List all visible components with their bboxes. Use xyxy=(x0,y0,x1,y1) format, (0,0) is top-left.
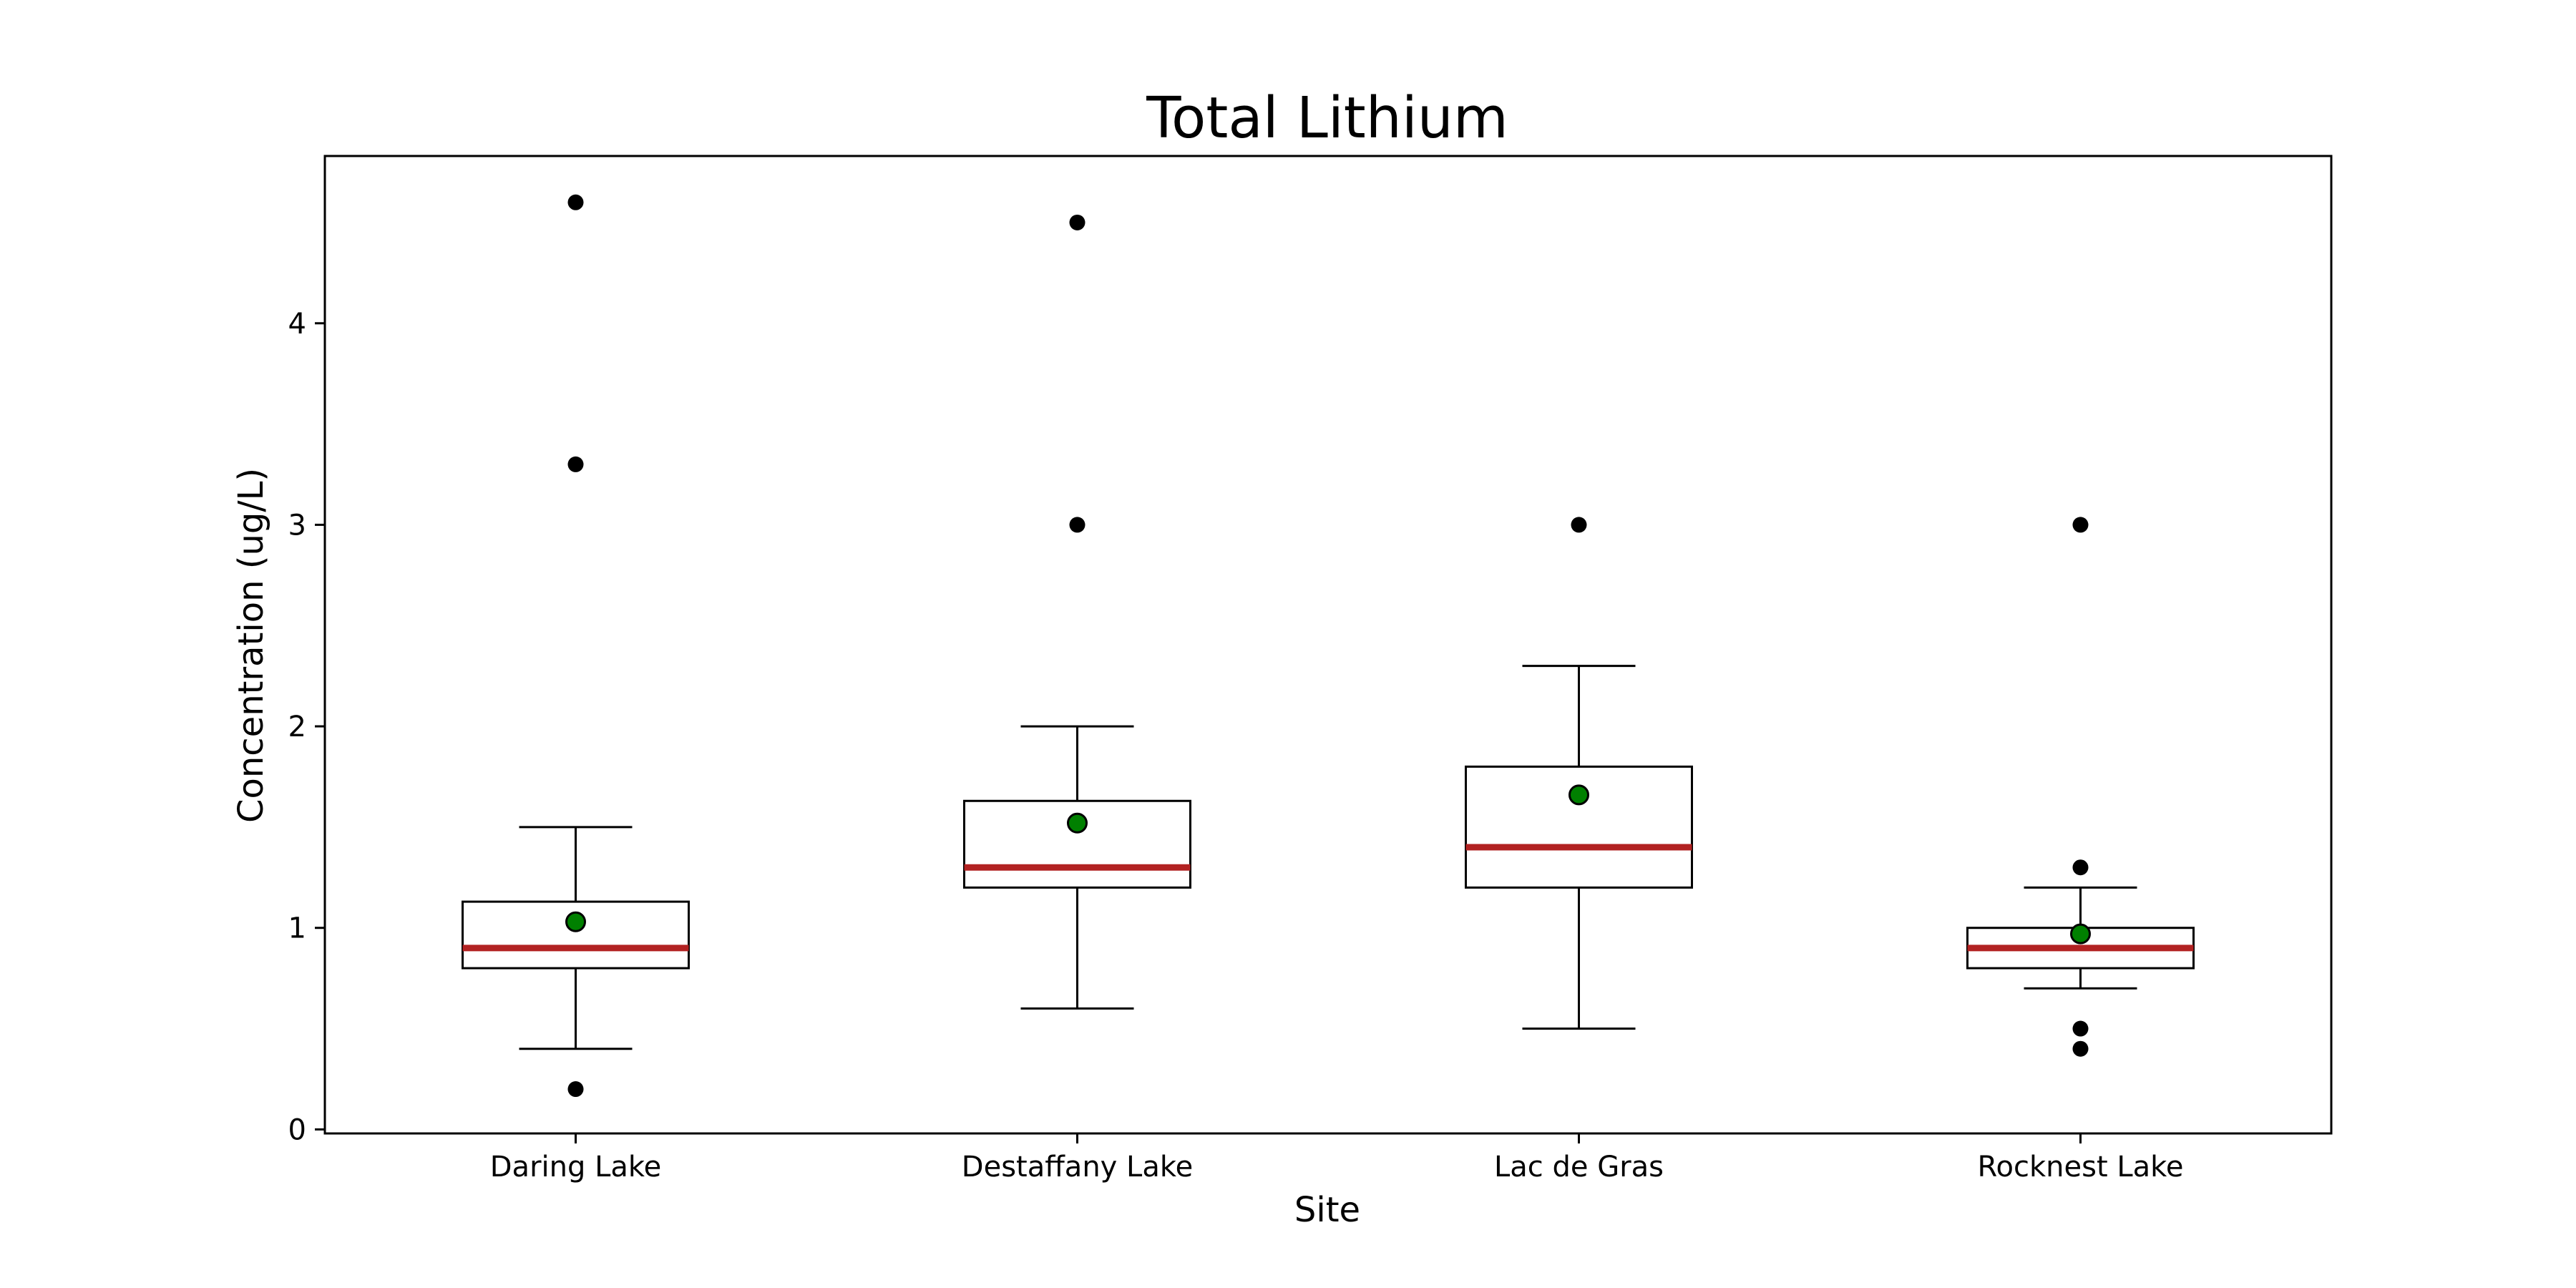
outlier-point xyxy=(2072,1040,2089,1057)
y-tick-label: 3 xyxy=(288,509,306,542)
x-tick-label: Rocknest Lake xyxy=(1978,1151,2184,1184)
y-axis-label: Concentration (ug/L) xyxy=(231,468,271,823)
plot-area: 0 1 2 3 4 Daring Lake Destaffany Lake Lac de Gr… xyxy=(288,194,2195,1184)
box-group-1 xyxy=(462,194,690,1098)
chart-title: Total Lithium xyxy=(1146,85,1508,151)
x-tick-label: Daring Lake xyxy=(490,1151,661,1184)
mean-marker xyxy=(2070,923,2091,945)
outlier-point xyxy=(2072,1020,2089,1037)
x-tick-label: Lac de Gras xyxy=(1494,1151,1664,1184)
plot-frame xyxy=(323,155,2333,1135)
outlier-point xyxy=(1571,517,1587,533)
box xyxy=(1465,765,1693,889)
mean-marker xyxy=(1067,812,1088,834)
outlier-point xyxy=(2072,859,2089,876)
box-group-3 xyxy=(1465,517,1693,1030)
box-group-2 xyxy=(963,214,1191,1010)
box xyxy=(963,799,1191,889)
y-tick-label: 2 xyxy=(288,711,306,743)
outlier-point xyxy=(2072,517,2089,533)
x-axis-label: Site xyxy=(1294,1190,1360,1230)
outlier-point xyxy=(1069,214,1085,230)
outlier-point xyxy=(1069,517,1085,533)
box xyxy=(462,900,690,970)
y-tick-label: 4 xyxy=(288,308,306,341)
outlier-point xyxy=(567,1081,584,1098)
box-group-4 xyxy=(1966,517,2195,1057)
y-tick-label: 0 xyxy=(288,1113,306,1146)
mean-marker xyxy=(565,911,586,932)
x-tick-label: Destaffany Lake xyxy=(962,1151,1193,1184)
outlier-point xyxy=(567,456,584,472)
y-tick-label: 1 xyxy=(288,912,306,945)
mean-marker xyxy=(1568,784,1589,806)
outlier-point xyxy=(567,194,584,210)
